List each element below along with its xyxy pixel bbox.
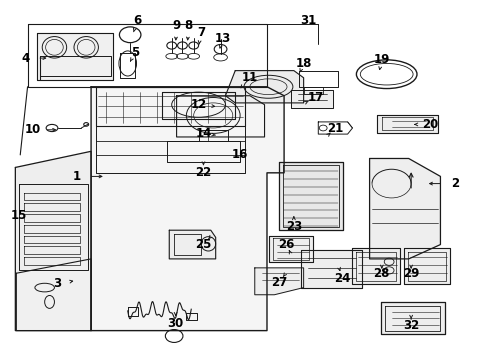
Polygon shape — [169, 230, 216, 259]
Text: 14: 14 — [196, 127, 212, 140]
Text: 22: 22 — [196, 166, 212, 179]
Polygon shape — [404, 248, 450, 284]
Polygon shape — [279, 162, 343, 230]
Text: 26: 26 — [278, 238, 294, 251]
Text: 20: 20 — [422, 118, 439, 131]
Polygon shape — [301, 250, 362, 288]
Text: 11: 11 — [242, 71, 258, 84]
Text: 32: 32 — [403, 319, 419, 332]
Polygon shape — [15, 151, 91, 330]
Polygon shape — [292, 90, 333, 108]
Text: 16: 16 — [232, 148, 248, 161]
Text: 17: 17 — [308, 91, 324, 104]
Text: 29: 29 — [403, 267, 419, 280]
Text: 4: 4 — [21, 51, 29, 64]
Polygon shape — [270, 235, 314, 262]
Text: 9: 9 — [172, 19, 181, 32]
Text: 28: 28 — [373, 267, 390, 280]
Text: 15: 15 — [11, 210, 27, 222]
Text: 13: 13 — [215, 32, 231, 45]
Text: 10: 10 — [24, 123, 41, 136]
Text: 3: 3 — [53, 278, 61, 291]
Text: 25: 25 — [196, 238, 212, 251]
Polygon shape — [255, 268, 304, 295]
Text: 12: 12 — [191, 98, 207, 111]
Text: 27: 27 — [271, 276, 287, 289]
Text: 18: 18 — [295, 57, 312, 70]
Polygon shape — [377, 115, 438, 133]
Text: 7: 7 — [197, 26, 205, 39]
Text: 6: 6 — [133, 14, 142, 27]
Polygon shape — [91, 87, 284, 330]
Text: 31: 31 — [300, 14, 317, 27]
Polygon shape — [225, 71, 304, 103]
Text: 5: 5 — [131, 46, 139, 59]
Text: 24: 24 — [335, 272, 351, 285]
Text: 2: 2 — [451, 177, 459, 190]
Text: 1: 1 — [73, 170, 80, 183]
Polygon shape — [381, 302, 445, 334]
Text: 8: 8 — [185, 19, 193, 32]
Polygon shape — [16, 259, 91, 330]
Polygon shape — [352, 248, 400, 284]
Text: 21: 21 — [327, 122, 343, 135]
Polygon shape — [369, 158, 441, 259]
Text: 23: 23 — [286, 220, 302, 233]
Text: 19: 19 — [373, 53, 390, 66]
Polygon shape — [37, 33, 113, 80]
Text: 30: 30 — [168, 317, 184, 330]
